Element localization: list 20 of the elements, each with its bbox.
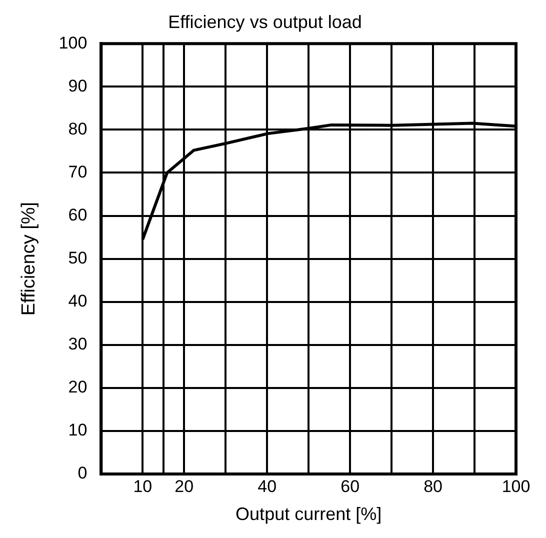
x-tick-label: 100 <box>502 476 530 496</box>
y-axis-title: Efficiency [%] <box>18 202 40 316</box>
y-tick-label: 60 <box>68 205 88 224</box>
y-tick-label: 50 <box>68 248 88 268</box>
x-tick-label: 20 <box>174 476 194 496</box>
y-tick-label: 40 <box>68 292 88 311</box>
y-tick-label: 0 <box>78 464 88 483</box>
y-tick-label: 100 <box>58 33 88 52</box>
y-tick-label: 20 <box>68 378 88 397</box>
x-tick-label: 80 <box>424 476 442 496</box>
x-tick-label: 10 <box>133 476 152 496</box>
x-tick-label: 60 <box>340 476 360 496</box>
chart-title: Efficiency vs output load <box>168 12 362 32</box>
x-axis-title: Output current [%] <box>236 504 382 524</box>
y-tick-label: 80 <box>68 119 88 138</box>
y-tick-label: 90 <box>68 76 88 96</box>
y-tick-label: 70 <box>68 162 88 182</box>
y-tick-label: 30 <box>68 334 88 354</box>
x-tick-label: 40 <box>258 476 277 496</box>
y-tick-label: 10 <box>68 420 88 440</box>
